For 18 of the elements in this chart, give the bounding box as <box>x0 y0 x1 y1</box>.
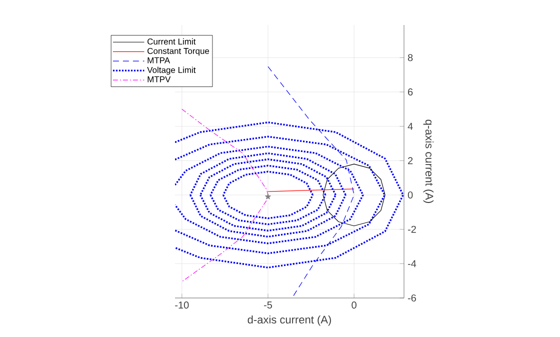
x-tick-label: -10 <box>175 302 189 309</box>
legend-label: MTPV <box>148 76 171 82</box>
x-tick-label: 0 <box>352 302 356 309</box>
y-tick-label: -4 <box>408 260 416 268</box>
legend-label: Current Limit <box>148 38 196 45</box>
x-tick-label: -5 <box>264 302 272 308</box>
y-tick-label: -2 <box>408 226 416 233</box>
legend-label: Constant Torque <box>148 48 210 56</box>
legend-label: Voltage Limit <box>147 66 196 75</box>
y-tick-label: 2 <box>408 157 413 164</box>
legend-label: MTPA <box>148 57 170 64</box>
y-axis-title: q-axis current (A) <box>423 120 434 203</box>
y-tick-label: -6 <box>408 294 416 302</box>
y-tick-label: 0 <box>408 191 413 199</box>
y-tick-label: 4 <box>408 122 413 130</box>
y-tick-label: 8 <box>408 54 413 62</box>
y-tick-label: 6 <box>408 88 413 96</box>
x-axis-title: d-axis current (A) <box>248 315 331 326</box>
